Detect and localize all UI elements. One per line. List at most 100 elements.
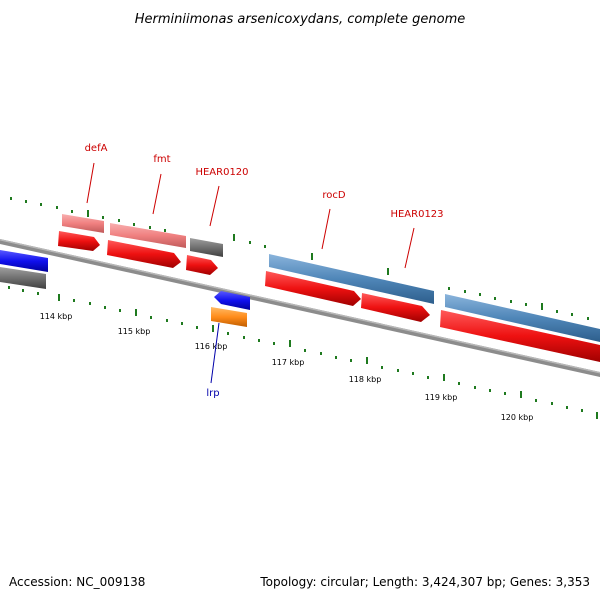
lower-tick xyxy=(335,356,337,359)
lower-tick xyxy=(119,309,121,312)
lower-tick xyxy=(489,389,491,392)
lower-tick xyxy=(243,336,245,339)
kbp-labels: 114 kbp 115 kbp 116 kbp 117 kbp 118 kbp … xyxy=(40,312,534,422)
upper-tick xyxy=(40,203,42,206)
lower-tick xyxy=(551,402,553,405)
gene-feature[interactable] xyxy=(110,223,186,248)
upper-tick xyxy=(448,287,450,290)
gene-feature[interactable] xyxy=(445,294,600,342)
upper-tick xyxy=(479,293,481,296)
accession-text: Accession: NC_009138 xyxy=(9,575,145,589)
leader-line xyxy=(321,208,331,250)
lower-tick xyxy=(227,332,229,335)
gene-labels: defA fmt HEAR0120 rocD HEAR0123 lrp xyxy=(85,143,444,399)
kbp-label: 118 kbp xyxy=(349,375,382,384)
upper-tick xyxy=(264,245,266,248)
kbp-label: 119 kbp xyxy=(425,393,458,402)
lower-tick xyxy=(474,386,476,389)
kbp-label: 120 kbp xyxy=(501,413,534,422)
lower-tick xyxy=(504,392,506,395)
upper-tick xyxy=(556,310,558,313)
upper-tick-major xyxy=(87,210,89,217)
leader-line xyxy=(210,322,220,384)
upper-tick xyxy=(118,219,120,222)
reverse-track xyxy=(0,250,250,327)
lower-tick xyxy=(412,372,414,375)
cds-feature[interactable] xyxy=(440,310,600,362)
upper-tick xyxy=(510,300,512,303)
upper-tick-major xyxy=(387,268,389,275)
lower-tick-major xyxy=(135,309,137,316)
cds-feature[interactable] xyxy=(186,255,218,275)
upper-tick xyxy=(10,197,12,200)
lower-tick xyxy=(427,376,429,379)
lower-tick xyxy=(397,369,399,372)
cds-feature[interactable] xyxy=(58,231,100,251)
gene-feature[interactable] xyxy=(0,267,46,289)
cds-feature[interactable] xyxy=(0,250,48,272)
lower-tick xyxy=(181,322,183,325)
gene-label-lrp[interactable]: lrp xyxy=(206,388,219,399)
lower-tick-major xyxy=(289,340,291,347)
gene-label-fmt[interactable]: fmt xyxy=(153,154,170,165)
genome-summary-text: Topology: circular; Length: 3,424,307 bp… xyxy=(259,575,590,589)
upper-tick xyxy=(249,241,251,244)
lower-tick-major xyxy=(520,391,522,398)
lower-tick-major xyxy=(443,374,445,381)
lower-tick xyxy=(273,342,275,345)
leader-line xyxy=(209,185,220,227)
gene-label-leaders xyxy=(86,162,415,384)
lower-tick xyxy=(89,302,91,305)
lower-tick xyxy=(73,299,75,302)
gene-label-defa[interactable]: defA xyxy=(85,143,108,154)
lower-tick-major xyxy=(596,412,598,419)
kbp-label: 115 kbp xyxy=(118,327,151,336)
lower-tick xyxy=(22,289,24,292)
gene-feature[interactable] xyxy=(269,254,434,304)
cds-feature[interactable] xyxy=(107,240,181,268)
upper-tick xyxy=(149,226,151,229)
gene-feature[interactable] xyxy=(211,307,247,327)
upper-tick xyxy=(133,223,135,226)
lower-tick xyxy=(350,359,352,362)
lower-tick xyxy=(104,306,106,309)
upper-tick xyxy=(71,210,73,213)
kbp-label: 114 kbp xyxy=(40,312,73,321)
upper-tick xyxy=(525,303,527,306)
lower-tick-major xyxy=(366,357,368,364)
cds-feature[interactable] xyxy=(214,291,250,310)
upper-tick-major xyxy=(233,234,235,241)
lower-tick xyxy=(320,352,322,355)
gene-feature[interactable] xyxy=(62,214,104,233)
gene-label-rocd[interactable]: rocD xyxy=(322,190,346,201)
lower-tick xyxy=(458,382,460,385)
lower-tick xyxy=(258,339,260,342)
lower-tick-major xyxy=(58,294,60,301)
lower-tick xyxy=(566,406,568,409)
kbp-label: 116 kbp xyxy=(195,342,228,351)
cds-feature[interactable] xyxy=(265,271,361,306)
upper-tick xyxy=(56,206,58,209)
upper-tick xyxy=(25,200,27,203)
gene-feature[interactable] xyxy=(190,238,223,257)
upper-tick-major xyxy=(311,253,313,260)
lower-tick xyxy=(150,316,152,319)
lower-tick xyxy=(166,319,168,322)
lower-tick xyxy=(8,286,10,289)
gene-label-hear0120[interactable]: HEAR0120 xyxy=(195,167,248,178)
leader-line xyxy=(152,173,162,215)
cds-track-forward xyxy=(58,231,600,362)
upper-tick xyxy=(464,290,466,293)
gene-label-hear0123[interactable]: HEAR0123 xyxy=(390,209,443,220)
kbp-label: 117 kbp xyxy=(272,358,305,367)
leader-line xyxy=(86,162,95,204)
lower-tick xyxy=(381,366,383,369)
lower-tick xyxy=(37,292,39,295)
lower-tick xyxy=(581,409,583,412)
upper-tick xyxy=(571,313,573,316)
map-title: Herminiimonas arsenicoxydans, complete g… xyxy=(135,12,465,27)
upper-tick-track xyxy=(10,197,589,320)
lower-tick-track xyxy=(8,286,598,419)
cds-feature[interactable] xyxy=(361,293,430,322)
